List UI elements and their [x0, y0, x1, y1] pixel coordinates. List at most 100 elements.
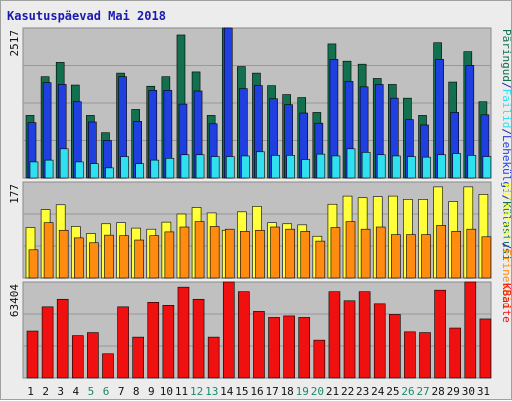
legend-3: KBaite [500, 283, 512, 323]
bar-kbaite [132, 336, 144, 379]
bar-kbaite [71, 335, 84, 379]
bar-erinevaid [73, 237, 84, 279]
bar-kbaite [268, 317, 280, 379]
bar-kbaite [328, 291, 341, 379]
bar-failid [44, 159, 54, 179]
legend-2: Külastusi/Erinevaid [500, 183, 512, 309]
bar-erinevaid [330, 227, 341, 279]
bar-erinevaid [255, 229, 265, 279]
bar-erinevaid [436, 225, 446, 279]
day-label: 11 [175, 385, 188, 398]
bar-failid [286, 155, 295, 179]
y-max-label: 177 [8, 184, 21, 204]
day-label: 7 [118, 385, 125, 398]
bar-failid [301, 159, 311, 179]
bar-failid [195, 154, 205, 179]
day-label: 25 [386, 385, 399, 398]
legend-entry: Päringud [500, 29, 512, 82]
bar-erinevaid [315, 240, 326, 279]
bar-kbaite [389, 314, 401, 379]
bar-failid [452, 153, 462, 179]
legend-entry: Külastusi [500, 183, 512, 243]
bar-erinevaid [149, 235, 160, 279]
bar-kbaite [464, 281, 477, 379]
bar-erinevaid [270, 226, 280, 279]
bar-erinevaid [481, 236, 492, 279]
bar-erinevaid [89, 242, 99, 279]
y-max-label: 2517 [8, 30, 21, 57]
bar-erinevaid [421, 234, 431, 279]
bar-kbaite [222, 281, 235, 379]
day-label: 13 [205, 385, 218, 398]
bar-erinevaid [285, 228, 295, 279]
bar-failid [482, 156, 492, 179]
bar-erinevaid [240, 231, 250, 279]
day-label: 26 [401, 385, 414, 398]
bar-failid [90, 163, 99, 179]
bar-kbaite [449, 327, 462, 379]
bar-failid [210, 156, 220, 179]
bar-failid [74, 161, 84, 179]
bar-failid [437, 154, 446, 179]
bar-erinevaid [451, 231, 462, 279]
bar-failid [105, 167, 114, 179]
bar-kbaite [358, 291, 371, 379]
bar-failid [180, 154, 190, 179]
day-label: 17 [265, 385, 278, 398]
bar-kbaite [207, 336, 220, 379]
bar-failid [256, 151, 265, 179]
bar-erinevaid [360, 228, 371, 279]
day-label: 23 [356, 385, 369, 398]
bar-failid [316, 153, 326, 179]
bar-failid [361, 152, 371, 179]
day-label: 3 [57, 385, 64, 398]
legend-entry: KBaite [500, 283, 512, 323]
bar-erinevaid [406, 234, 416, 279]
day-label: 1 [27, 385, 34, 398]
bar-failid [422, 156, 431, 179]
day-label: 31 [477, 385, 490, 398]
day-label: 8 [133, 385, 140, 398]
day-label: 27 [416, 385, 429, 398]
day-label: 22 [341, 385, 354, 398]
bar-erinevaid [104, 234, 114, 279]
bar-failid [150, 159, 160, 179]
day-label: 6 [103, 385, 110, 398]
bar-erinevaid [345, 221, 356, 279]
bar-kbaite [343, 300, 356, 379]
bar-erinevaid [224, 228, 235, 279]
bar-erinevaid [179, 226, 190, 279]
bar-failid [135, 163, 144, 179]
bar-kbaite [177, 286, 190, 379]
bar-erinevaid [134, 239, 144, 279]
bar-kbaite [162, 305, 175, 379]
bar-kbaite [41, 306, 54, 379]
bar-kbaite [117, 306, 129, 379]
bar-failid [120, 156, 129, 179]
bar-kbaite [479, 318, 492, 379]
day-label: 19 [296, 385, 309, 398]
bar-failid [165, 158, 175, 179]
bar-kbaite [253, 311, 265, 379]
day-label: 24 [371, 385, 385, 398]
bar-failid [392, 155, 401, 179]
day-label: 21 [326, 385, 339, 398]
day-label: 16 [250, 385, 263, 398]
bar-kbaite [147, 301, 160, 379]
day-label: 14 [220, 385, 234, 398]
bar-erinevaid [43, 222, 54, 279]
bar-erinevaid [194, 221, 205, 279]
day-label: 10 [160, 385, 173, 398]
day-label: 30 [462, 385, 475, 398]
bar-failid [346, 148, 356, 179]
day-label: 15 [235, 385, 248, 398]
bar-erinevaid [209, 226, 220, 279]
bar-kbaite [404, 331, 416, 379]
legend-1: Päringud/Failid/Lehekülgi/Külastusi [500, 29, 512, 261]
bar-kbaite [313, 339, 326, 379]
bar-erinevaid [58, 229, 69, 279]
bar-failid [271, 155, 280, 179]
bar-failid [225, 156, 235, 179]
